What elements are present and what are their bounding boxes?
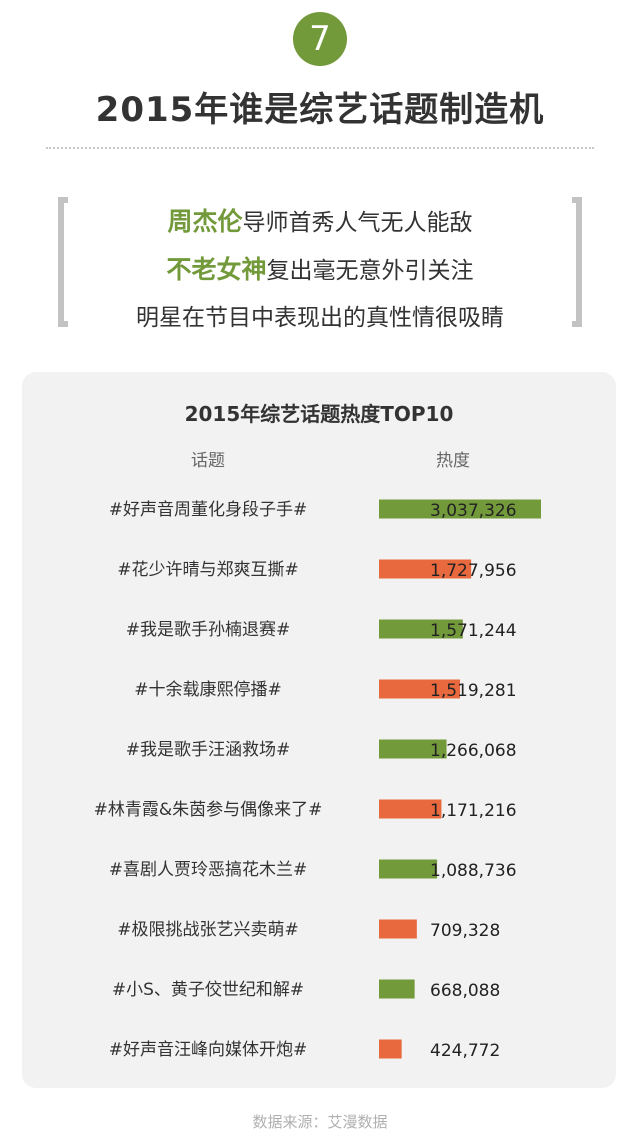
data-source: 数据来源：艾漫数据 [252, 1113, 388, 1131]
quote-line-1-highlight: 周杰伦 [167, 207, 243, 236]
category-label: #极限挑战张艺兴卖萌# [117, 920, 299, 940]
category-label: #我是歌手孙楠退赛# [126, 619, 291, 640]
bar [379, 1039, 402, 1059]
quote-line-3-text: 明星在节目中表现出的真性情很吸睛 [136, 305, 504, 331]
quote-line-2: 不老女神复出毫无意外引关注 [70, 250, 570, 286]
category-label: #十余载康熙停播# [134, 680, 282, 700]
chart-card [22, 372, 616, 1088]
bar [379, 799, 442, 819]
dotted-divider [46, 147, 594, 149]
bar [379, 859, 438, 879]
page-title: 2015年谁是综艺话题制造机 [95, 90, 545, 130]
quote-line-2-text: 复出毫无意外引关注 [266, 258, 474, 284]
topic-column-header: 话题 [191, 451, 225, 471]
category-label: #林青霞&朱茵参与偶像来了# [94, 800, 323, 820]
rank-badge: 7 [293, 12, 347, 66]
category-label: #喜剧人贾玲恶搞花木兰# [109, 860, 308, 880]
left-bracket [58, 197, 68, 327]
bar [379, 559, 472, 579]
value-label: 3,037,326 [430, 501, 517, 521]
value-label: 1,171,216 [430, 801, 517, 821]
value-label: 1,088,736 [430, 861, 517, 881]
value-label: 1,519,281 [430, 681, 517, 701]
right-bracket [572, 197, 582, 327]
category-label: #我是歌手汪涵救场# [126, 740, 291, 760]
bar [379, 679, 461, 699]
bar [379, 619, 463, 639]
quote-line-1: 周杰伦导师首秀人气无人能敌 [70, 202, 570, 238]
value-label: 709,328 [430, 921, 500, 941]
bar [379, 499, 541, 519]
category-label: #好声音汪峰向媒体开炮# [109, 1040, 308, 1060]
quote-line-3: 明星在节目中表现出的真性情很吸睛 [70, 298, 570, 332]
chart-title: 2015年综艺话题热度TOP10 [184, 402, 454, 426]
bar [379, 919, 417, 939]
quote-line-1-text: 导师首秀人气无人能敌 [242, 210, 473, 236]
value-label: 424,772 [430, 1041, 500, 1061]
heat-column-header: 热度 [436, 451, 470, 471]
category-label: #小S、黄子佼世纪和解# [112, 980, 304, 1000]
category-label: #花少许晴与郑爽互撕# [117, 560, 299, 580]
quote-line-2-highlight: 不老女神 [166, 255, 267, 284]
value-label: 1,571,244 [430, 621, 517, 641]
bar [379, 979, 415, 999]
value-label: 668,088 [430, 981, 500, 1001]
value-label: 1,727,956 [430, 561, 517, 581]
category-label: #好声音周董化身段子手# [109, 500, 308, 520]
value-label: 1,266,068 [430, 741, 517, 761]
bar [379, 739, 447, 759]
